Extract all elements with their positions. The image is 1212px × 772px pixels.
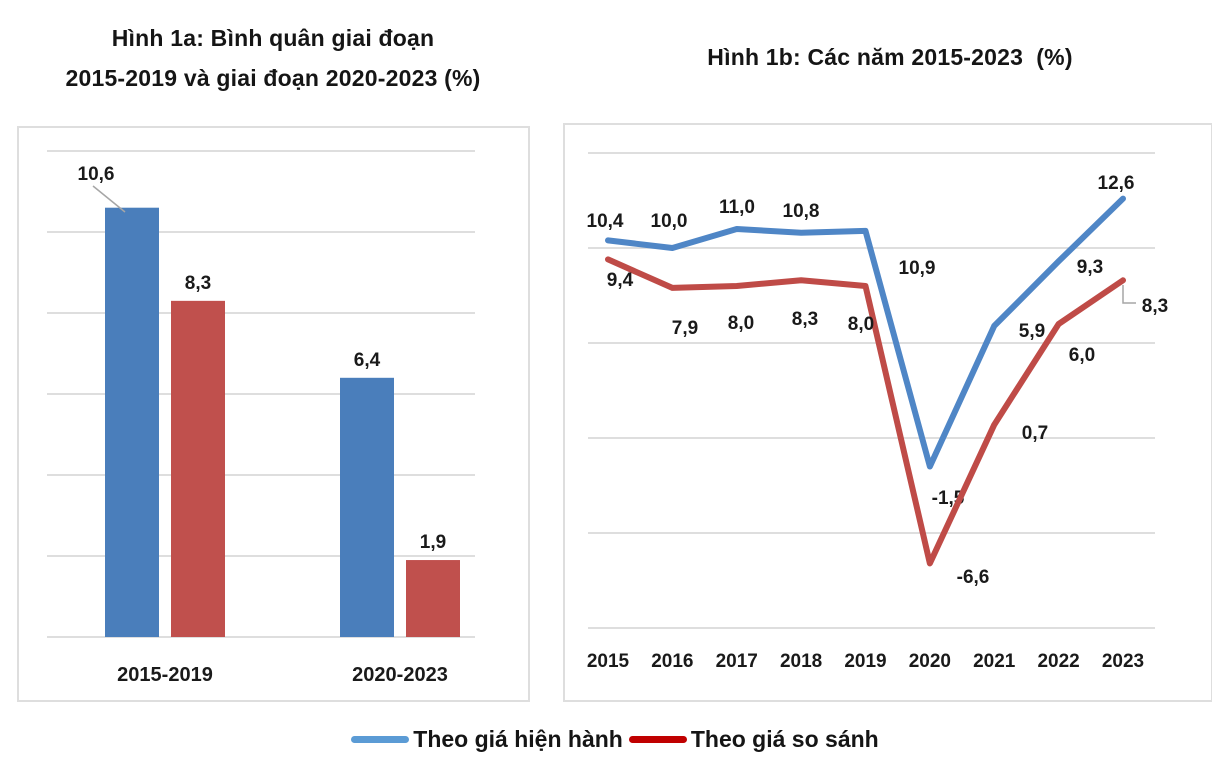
line-series-0 <box>605 195 1126 470</box>
x-axis-label: 2022 <box>1037 651 1079 672</box>
point-label: 8,3 <box>792 309 818 330</box>
legend-line-swatch-current-prices-icon <box>351 735 410 743</box>
point-label: 9,4 <box>607 270 634 291</box>
point-label: 8,0 <box>728 313 754 334</box>
bar-chart-title-line1: Hình 1a: Bình quân giai đoạn <box>111 25 435 51</box>
line-series-1 <box>605 256 1126 567</box>
line-chart-panel: 10,4 10,0 11,0 10,8 10,9 -1,5 5,9 9,3 12,6 9,4 7,9… <box>563 123 1212 702</box>
point-label: 10,0 <box>651 211 688 232</box>
x-axis-label: 2016 <box>651 651 693 672</box>
point-label: 9,3 <box>1077 257 1103 278</box>
x-axis-label: 2015-2019 <box>117 664 213 686</box>
point-label: 10,8 <box>783 201 820 222</box>
label-leader-line <box>92 185 126 213</box>
bar-2020-2023-s0 <box>340 377 394 637</box>
bar-label: 8,3 <box>185 273 211 294</box>
point-label: 12,6 <box>1098 173 1135 194</box>
point-label: 5,9 <box>1019 321 1045 342</box>
legend-label-constant-prices: Theo giá so sánh <box>690 725 879 752</box>
x-axis-label: 2015 <box>587 651 630 672</box>
bar-chart-title-line2: 2015-2019 và giai đoạn 2020-2023 (%) <box>65 65 481 91</box>
point-label: -6,6 <box>957 567 990 588</box>
chart-legend: Theo giá hiện hành Theo giá so sánh <box>0 714 1212 764</box>
legend-line-swatch-constant-prices-icon <box>628 735 687 743</box>
label-leader-line <box>1122 285 1136 304</box>
x-axis-label: 2020 <box>909 651 951 672</box>
bar-2020-2023-s1 <box>406 560 460 637</box>
x-axis-label: 2017 <box>716 651 758 672</box>
x-axis-label: 2019 <box>844 651 886 672</box>
line-chart-title: Hình 1b: Các năm 2015-2023 (%) <box>707 44 1073 70</box>
point-label: 10,9 <box>899 258 936 279</box>
bar-chart: 10,6 6,4 8,3 1,9 2015-2019 2020-2023 <box>47 150 475 686</box>
bar-2015-2019-s1 <box>171 300 225 637</box>
point-label: 7,9 <box>672 318 698 339</box>
point-label: 0,7 <box>1022 423 1048 444</box>
bar-chart-title: Hình 1a: Bình quân giai đoạn 2015-2019 v… <box>8 18 538 98</box>
x-axis-label: 2020-2023 <box>352 664 448 686</box>
legend-item-constant-prices: Theo giá so sánh <box>628 725 879 753</box>
point-label: 6,0 <box>1069 345 1095 366</box>
x-axis-label: 2023 <box>1102 651 1144 672</box>
bar-label: 6,4 <box>354 350 381 371</box>
point-label: 10,4 <box>587 211 624 232</box>
bar-2015-2019-s0 <box>105 207 159 637</box>
legend-label-current-prices: Theo giá hiện hành <box>413 725 623 752</box>
x-axis-label: 2021 <box>973 651 1016 672</box>
point-label: 8,3 <box>1142 296 1168 317</box>
line-chart: 10,4 10,011,0 10,810,9-1,55,99,312,69,47,9… <box>587 152 1168 672</box>
x-axis-label: 2018 <box>780 651 822 672</box>
point-label: 11,0 <box>719 197 755 218</box>
bar-label: 10,6 <box>78 164 115 185</box>
bar-label: 1,9 <box>420 532 446 553</box>
point-label: 8,0 <box>848 314 874 335</box>
bar-chart-panel: 10,6 6,4 8,3 1,9 2015-2019 2020-2023 <box>17 126 530 702</box>
legend-item-current-prices: Theo giá hiện hành <box>351 726 623 753</box>
